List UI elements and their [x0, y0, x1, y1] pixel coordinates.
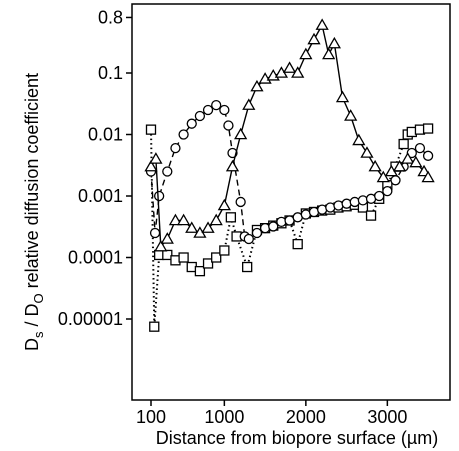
x-tick-label: 3000: [367, 407, 407, 427]
data-point-square: [211, 252, 222, 263]
data-point-circle: [153, 190, 165, 202]
data-point-square: [398, 138, 409, 150]
data-point-circle: [422, 150, 434, 161]
series-circle: [145, 100, 434, 245]
data-point-triangle: [376, 170, 390, 183]
data-point-triangle: [307, 32, 321, 45]
y-axis-ticks: 0.8 0.1 0.01 0.001 0.0001 0.00001: [58, 7, 132, 329]
data-point-triangle: [201, 221, 215, 233]
data-point-circle: [219, 104, 230, 116]
data-point-circle: [235, 196, 246, 208]
data-point-square: [225, 212, 237, 223]
data-point-square: [242, 261, 253, 273]
data-point-square: [194, 265, 206, 277]
data-point-triangle: [291, 66, 305, 78]
y-axis-label-sub-o: O: [31, 293, 46, 303]
data-point-circle: [211, 100, 222, 111]
data-point-triangle: [176, 213, 191, 226]
series-triangle: [144, 18, 435, 252]
x-tick-label: 2000: [286, 407, 326, 427]
data-point-circle: [178, 129, 189, 140]
data-point-circle: [162, 166, 173, 177]
data-point-circle: [170, 142, 181, 154]
data-point-triangle: [168, 213, 183, 226]
y-axis-label-rest: relative diffusion coefficient: [22, 73, 42, 293]
data-point-triangle: [225, 159, 240, 172]
data-point-triangle: [250, 79, 264, 92]
data-point-square: [145, 124, 157, 135]
y-tick-label: 0.1: [98, 63, 123, 83]
data-point-triangle: [315, 18, 329, 30]
data-point-circle: [357, 195, 369, 206]
data-point-triangle: [299, 47, 313, 60]
data-point-triangle: [360, 146, 374, 158]
x-tick-label: 100: [136, 407, 166, 427]
data-point-triangle: [368, 159, 382, 172]
data-point-triangle: [242, 98, 256, 110]
data-point-circle: [390, 175, 401, 186]
x-tick-label: 1000: [204, 407, 244, 427]
data-point-square: [202, 258, 214, 269]
y-axis-label-sub-s: s: [31, 331, 46, 338]
data-point-triangle: [217, 198, 231, 211]
data-point-triangle: [335, 90, 350, 103]
data-point-circle: [202, 104, 214, 116]
data-point-circle: [223, 120, 234, 131]
data-point-circle: [414, 142, 426, 154]
data-point-circle: [374, 190, 385, 202]
data-point-triangle: [209, 213, 223, 226]
series-line-triangle: [150, 24, 429, 248]
data-point-triangle: [421, 170, 435, 183]
data-point-triangle: [144, 159, 158, 172]
data-point-square: [365, 210, 377, 221]
data-point-square: [178, 252, 189, 263]
data-point-circle: [194, 110, 206, 122]
data-point-circle: [382, 185, 393, 197]
x-axis-ticks: 100 1000 2000 3000: [136, 400, 407, 427]
data-point-triangle: [160, 232, 174, 244]
data-point-triangle: [409, 155, 423, 168]
data-point-circle: [251, 227, 263, 239]
y-tick-label: 0.0001: [68, 248, 123, 268]
data-point-triangle: [352, 133, 366, 146]
data-point-triangle: [154, 239, 168, 252]
y-tick-label: 0.00001: [58, 309, 123, 329]
y-axis-label-slash-d: / D: [22, 304, 42, 332]
data-point-square: [422, 123, 434, 134]
data-point-triangle: [392, 159, 407, 172]
data-point-circle: [259, 223, 271, 234]
data-point-circle: [243, 233, 254, 245]
data-point-triangle: [185, 221, 199, 233]
data-point-triangle: [149, 152, 163, 164]
x-axis-label: Distance from biopore surface (µm): [156, 428, 438, 448]
data-point-triangle: [282, 61, 297, 73]
data-point-circle: [333, 200, 344, 211]
data-point-square: [149, 321, 160, 332]
data-point-triangle: [234, 127, 248, 140]
data-point-triangle: [258, 72, 272, 84]
y-tick-label: 0.8: [98, 7, 123, 27]
data-point-triangle: [327, 36, 341, 49]
data-point-triangle: [322, 47, 336, 60]
data-point-circle: [186, 118, 197, 129]
data-point-circle: [149, 227, 161, 239]
data-point-square: [292, 238, 303, 250]
data-point-circle: [276, 216, 287, 227]
data-point-triangle: [344, 109, 358, 121]
data-point-square: [219, 245, 230, 256]
y-axis-label: Ds / DO relative diffusion coefficient: [22, 73, 46, 351]
y-axis-label-d-main: D: [22, 338, 42, 351]
data-point-circle: [341, 198, 352, 209]
plot-frame: [131, 3, 451, 401]
y-tick-label: 0.01: [88, 125, 123, 145]
series-layer: [144, 18, 435, 332]
data-point-triangle: [401, 152, 415, 164]
data-point-circle: [268, 221, 279, 232]
data-point-square: [162, 249, 173, 261]
data-point-circle: [349, 196, 360, 208]
y-tick-label: 0.001: [78, 186, 123, 206]
